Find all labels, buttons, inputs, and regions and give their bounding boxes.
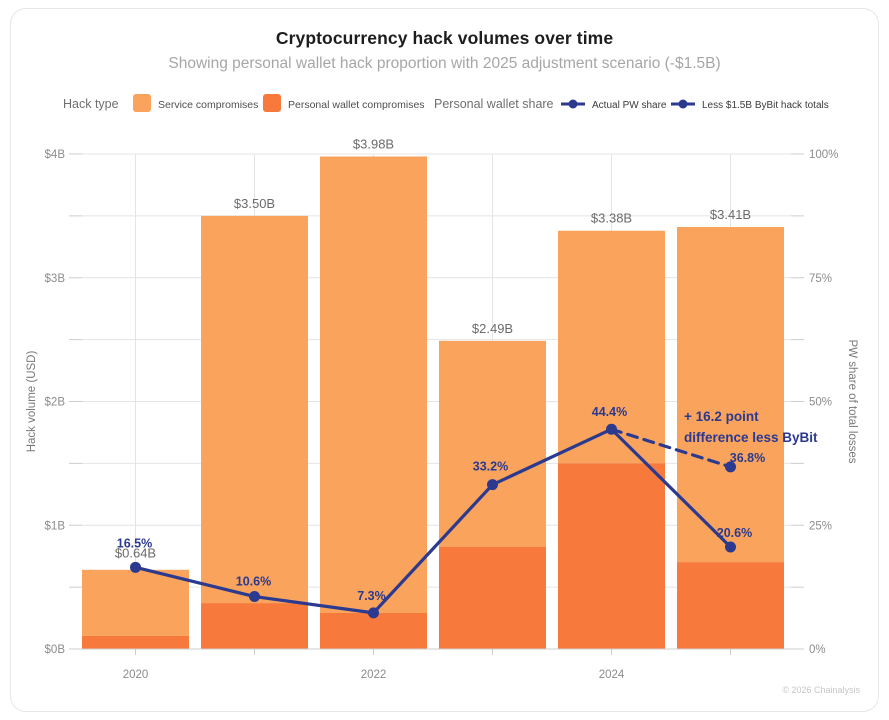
pw-share-label-2020: 16.5% xyxy=(117,536,152,550)
legend-hack-type-label: Hack type xyxy=(63,97,119,111)
pw-share-point-2025 xyxy=(725,541,736,553)
left-tick-label: $2B xyxy=(45,397,66,409)
x-tick-label: 2020 xyxy=(123,669,149,681)
bar-label-2020: $0.64B xyxy=(115,545,156,560)
left-axis-title: Hack volume (USD) xyxy=(26,351,38,453)
page-title: Cryptocurrency hack volumes over time xyxy=(275,28,614,48)
personal-bar-2023 xyxy=(439,546,546,649)
hack-volume-chart: $0B $1B $2B $3B $4B Hack volume (USD) 0% 25% 50%… xyxy=(26,136,858,681)
x-axis: 2020 2022 2024 xyxy=(82,648,804,681)
bars-group xyxy=(82,156,784,649)
pw-share-point-2024 xyxy=(606,423,617,435)
actual-pw-share-line: 16.5% 10.6% 7.3% 33.2% 44.4% 20.6% xyxy=(117,405,752,619)
right-tick-label: 25% xyxy=(809,520,832,532)
pw-share-point-2020 xyxy=(130,561,141,573)
service-swatch-icon xyxy=(133,94,151,112)
x-tick-label: 2022 xyxy=(361,669,387,681)
left-tick-label: $1B xyxy=(45,520,66,532)
service-bar-2020 xyxy=(82,569,189,636)
annotation-line-2: difference less ByBit xyxy=(684,430,818,445)
adjusted-point-label: 36.8% xyxy=(730,451,765,465)
personal-bar-2021 xyxy=(201,603,308,649)
actual-line-marker-icon xyxy=(561,99,585,109)
pw-share-label-2025: 20.6% xyxy=(717,526,752,540)
legend-adjusted-label: Less $1.5B ByBit hack totals xyxy=(702,100,829,111)
legend-pw-share-label: Personal wallet share xyxy=(434,97,554,111)
personal-swatch-icon xyxy=(263,94,281,112)
annotation-line-1: + 16.2 point xyxy=(684,409,759,424)
service-bar-2022 xyxy=(320,156,427,613)
service-bar-2025 xyxy=(677,227,784,563)
right-tick-label: 0% xyxy=(809,644,826,656)
pw-share-point-2022 xyxy=(368,607,379,619)
chart-subtitle: Showing personal wallet hack proportion … xyxy=(168,55,721,72)
left-tick-label: $3B xyxy=(45,273,66,285)
legend-actual-label: Actual PW share xyxy=(592,100,667,111)
pw-share-label-2024: 44.4% xyxy=(592,405,627,419)
personal-bar-2025 xyxy=(677,562,784,649)
adjusted-pw-share-line: 36.8% xyxy=(609,427,765,473)
pw-share-point-2021 xyxy=(249,591,260,603)
adjusted-line-marker-icon xyxy=(671,99,695,109)
adjusted-point-2025 xyxy=(725,461,736,473)
legend-service-label: Service compromises xyxy=(158,99,259,111)
chart-card: Cryptocurrency hack volumes over time Sh… xyxy=(10,8,879,712)
personal-bar-2020 xyxy=(82,635,189,649)
bar-label-2022: $3.98B xyxy=(353,136,394,151)
right-tick-label: 75% xyxy=(809,273,832,285)
pw-share-label-2021: 10.6% xyxy=(236,575,271,589)
right-axis-title: PW share of total losses xyxy=(846,340,858,464)
personal-bar-2022 xyxy=(320,612,427,649)
legend-personal-label: Personal wallet compromises xyxy=(288,99,425,111)
service-bar-2021 xyxy=(201,215,308,604)
personal-bar-2024 xyxy=(558,463,665,649)
left-axis: $0B $1B $2B $3B $4B Hack volume (USD) xyxy=(26,149,82,656)
bar-label-2025: $3.41B xyxy=(710,207,751,222)
right-tick-label: 100% xyxy=(809,149,838,161)
chart-area: $0B $1B $2B $3B $4B Hack volume (USD) 0% 25% 50%… xyxy=(11,124,878,694)
bybit-annotation: + 16.2 point difference less ByBit xyxy=(684,409,818,445)
x-tick-label: 2024 xyxy=(599,669,625,681)
pw-share-label-2022: 7.3% xyxy=(357,589,386,603)
bar-labels: $0.64B $3.50B $3.98B $2.49B $3.38B $3.41B xyxy=(115,136,751,560)
right-tick-label: 50% xyxy=(809,397,832,409)
bar-label-2023: $2.49B xyxy=(472,321,513,336)
left-tick-label: $4B xyxy=(45,149,66,161)
pw-share-label-2023: 33.2% xyxy=(473,460,508,474)
copyright-note: © 2026 Chainalysis xyxy=(782,685,860,695)
pw-share-point-2023 xyxy=(487,479,498,491)
left-tick-label: $0B xyxy=(45,644,66,656)
right-axis: 0% 25% 50% 75% 100% PW share of total losses xyxy=(791,149,858,656)
bar-label-2021: $3.50B xyxy=(234,196,275,211)
service-bar-2023 xyxy=(439,340,546,547)
bar-label-2024: $3.38B xyxy=(591,211,632,226)
